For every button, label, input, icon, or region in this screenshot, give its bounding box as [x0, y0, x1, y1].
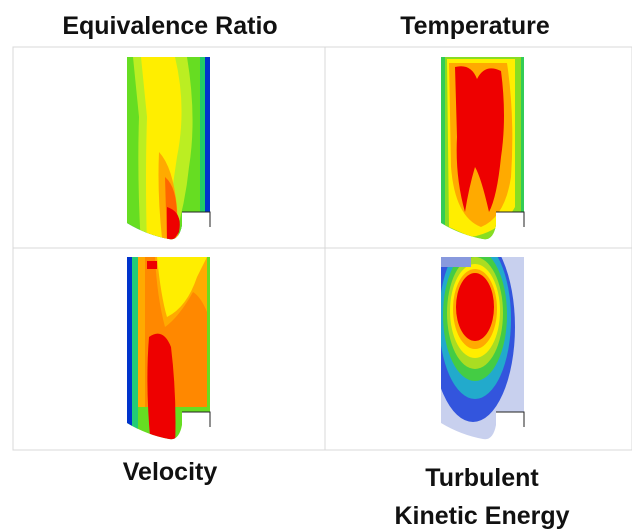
panel-title: Turbulent: [425, 464, 539, 492]
contour-plot: [441, 257, 525, 440]
panel-title: Temperature: [400, 12, 550, 40]
panel-title: Equivalence Ratio: [62, 12, 277, 40]
panel-title: Velocity: [123, 458, 218, 486]
contour-plot: [127, 57, 211, 240]
contour-plot: [441, 57, 525, 240]
panel-title: Kinetic Energy: [394, 502, 569, 530]
contour-plot: [127, 257, 211, 440]
